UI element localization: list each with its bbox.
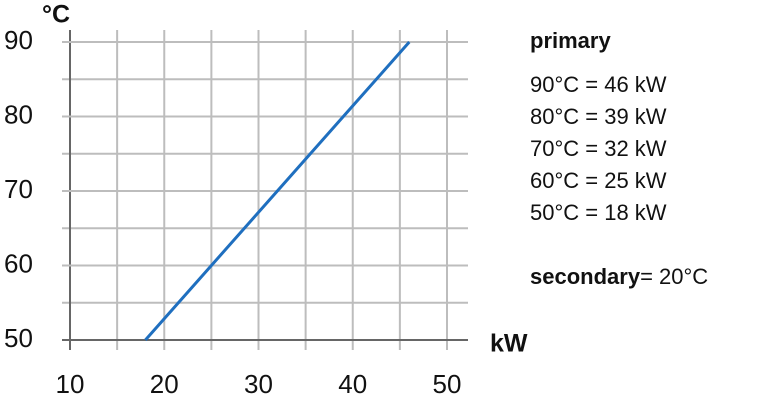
y-tick-label: 50 bbox=[4, 323, 33, 353]
y-tick-label: 90 bbox=[4, 25, 33, 55]
x-tick-label: 10 bbox=[56, 369, 85, 399]
x-tick-label: 40 bbox=[338, 369, 367, 399]
secondary-label: secondary bbox=[530, 264, 641, 289]
annotation-line: 60°C = 25 kW bbox=[530, 168, 667, 193]
x-tick-label: 30 bbox=[244, 369, 273, 399]
y-tick-label: 60 bbox=[4, 248, 33, 278]
x-tick-label: 20 bbox=[150, 369, 179, 399]
annotation-line: 80°C = 39 kW bbox=[530, 104, 667, 129]
y-tick-label: 70 bbox=[4, 174, 33, 204]
annotation-title: primary bbox=[530, 28, 611, 53]
secondary-value: = 20°C bbox=[640, 264, 708, 289]
annotation-line: 90°C = 46 kW bbox=[530, 72, 667, 97]
annotation-line: 70°C = 32 kW bbox=[530, 136, 667, 161]
x-axis-label: kW bbox=[490, 330, 528, 358]
y-axis-label: °C bbox=[42, 1, 70, 29]
annotation-line: 50°C = 18 kW bbox=[530, 200, 667, 225]
annotation-secondary: secondary= 20°C bbox=[530, 264, 708, 289]
y-tick-label: 80 bbox=[4, 99, 33, 129]
data-line bbox=[144, 41, 411, 341]
x-tick-label: 50 bbox=[433, 369, 462, 399]
